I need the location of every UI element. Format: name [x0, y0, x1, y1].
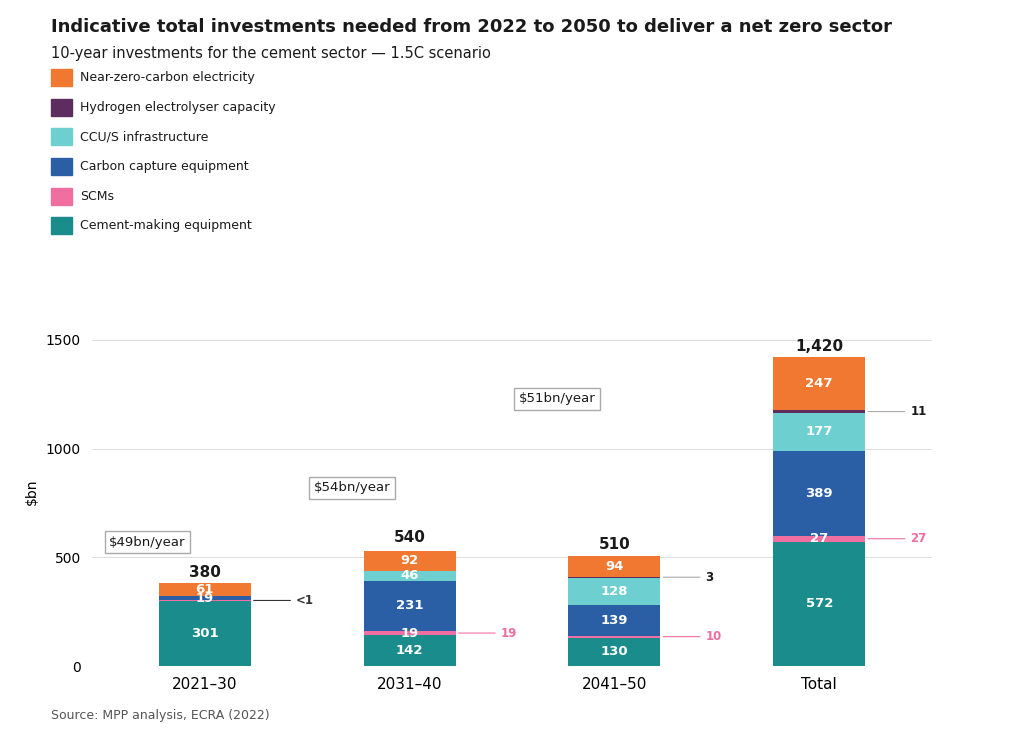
Text: 61: 61 — [196, 583, 214, 596]
Bar — [568, 556, 660, 577]
Bar — [773, 357, 865, 411]
Bar — [568, 605, 660, 636]
Text: $51bn/year: $51bn/year — [519, 392, 595, 405]
Text: 510: 510 — [598, 537, 631, 552]
Text: $54bn/year: $54bn/year — [314, 481, 390, 494]
Text: 19: 19 — [400, 627, 419, 639]
Bar — [364, 571, 456, 581]
Text: 94: 94 — [605, 560, 624, 574]
Text: Near-zero-carbon electricity: Near-zero-carbon electricity — [80, 71, 255, 84]
Text: $49bn/year: $49bn/year — [110, 536, 185, 548]
Bar — [773, 451, 865, 536]
Text: 130: 130 — [601, 645, 628, 659]
Text: Source: MPP analysis, ECRA (2022): Source: MPP analysis, ECRA (2022) — [51, 708, 270, 722]
Bar — [159, 601, 251, 666]
Bar — [773, 542, 865, 666]
Text: 92: 92 — [400, 554, 419, 568]
Text: 177: 177 — [806, 425, 833, 439]
Text: Carbon capture equipment: Carbon capture equipment — [80, 160, 249, 173]
Text: SustainableViews: SustainableViews — [793, 702, 943, 717]
Bar — [773, 411, 865, 413]
Text: 19: 19 — [196, 592, 214, 605]
Text: 231: 231 — [396, 599, 423, 613]
Text: 46: 46 — [400, 569, 419, 582]
Text: 139: 139 — [601, 614, 628, 627]
Bar — [364, 581, 456, 631]
Text: 3: 3 — [664, 571, 714, 584]
Bar — [159, 596, 251, 600]
Text: 10-year investments for the cement sector — 1.5C scenario: 10-year investments for the cement secto… — [51, 46, 492, 61]
Text: 19: 19 — [459, 627, 517, 639]
Text: 128: 128 — [601, 585, 628, 598]
Text: 389: 389 — [806, 487, 833, 500]
Text: 142: 142 — [396, 644, 423, 657]
Text: Cement-making equipment: Cement-making equipment — [80, 219, 252, 232]
Text: 1,420: 1,420 — [796, 339, 843, 354]
Text: 540: 540 — [393, 531, 426, 545]
Text: 301: 301 — [191, 627, 218, 640]
Text: Indicative total investments needed from 2022 to 2050 to deliver a net zero sect: Indicative total investments needed from… — [51, 18, 892, 36]
Text: Hydrogen electrolyser capacity: Hydrogen electrolyser capacity — [80, 101, 275, 114]
Bar — [159, 583, 251, 596]
Y-axis label: $bn: $bn — [25, 479, 39, 505]
Text: 572: 572 — [806, 597, 833, 610]
Bar — [568, 577, 660, 605]
Bar — [568, 638, 660, 666]
Text: 380: 380 — [188, 565, 221, 580]
Bar — [364, 635, 456, 666]
Text: 27: 27 — [868, 532, 927, 545]
Text: <1: <1 — [254, 594, 314, 607]
Bar — [364, 551, 456, 571]
Text: SCMs: SCMs — [80, 189, 114, 203]
Bar — [568, 636, 660, 638]
Text: 11: 11 — [868, 405, 927, 418]
Bar — [364, 631, 456, 635]
Text: CCU/S infrastructure: CCU/S infrastructure — [80, 130, 208, 144]
Text: 10: 10 — [664, 630, 722, 643]
Text: 247: 247 — [806, 377, 833, 390]
Text: 27: 27 — [810, 532, 828, 545]
Bar — [773, 413, 865, 451]
Bar — [773, 536, 865, 542]
